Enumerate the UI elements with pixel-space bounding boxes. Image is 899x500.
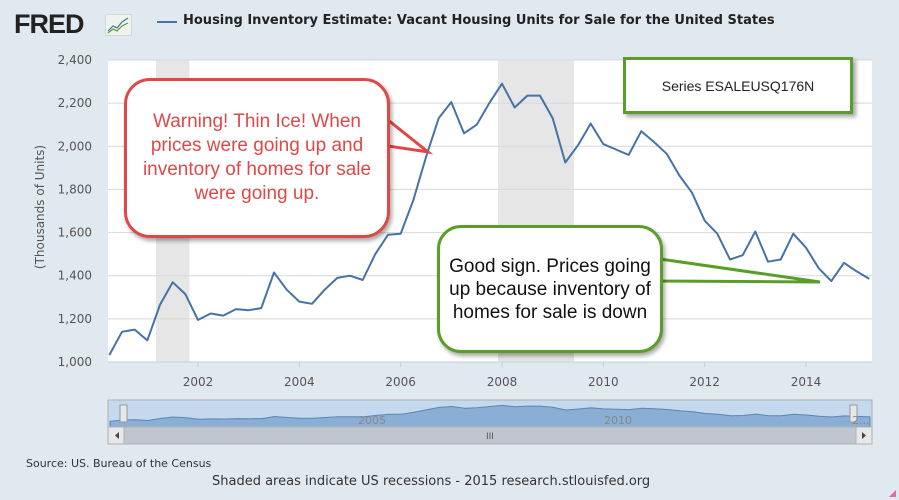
x-tick-label: 2002 (183, 375, 214, 389)
line-chart-icon (105, 14, 132, 36)
x-tick-label: 2004 (284, 375, 315, 389)
navigator-label-2005: 2005 (358, 414, 386, 427)
fred-logo[interactable]: FRED (14, 9, 84, 39)
resize-handle[interactable] (889, 490, 896, 497)
navigator-label-2010: 2010 (604, 414, 632, 427)
y-tick-label: 2,000 (58, 139, 92, 153)
legend-line-icon (157, 21, 177, 23)
y-tick-label: 2,400 (58, 53, 92, 67)
y-tick-label: 1,400 (58, 269, 92, 283)
x-tick-label: 2010 (588, 375, 619, 389)
y-tick-label: 1,800 (58, 182, 92, 196)
source-note: Source: US. Bureau of the Census (26, 457, 212, 470)
y-tick-label: 2,200 (58, 96, 92, 110)
chart-title: Housing Inventory Estimate: Vacant Housi… (183, 13, 775, 28)
series-line-ESALEUSQ176N (108, 82, 870, 356)
y-tick-label: 1,200 (58, 312, 92, 326)
scroll-right-arrow-icon (862, 432, 866, 439)
navigator-area-series (109, 404, 871, 428)
navigator[interactable] (107, 399, 873, 445)
y-tick-label: 1,600 (58, 226, 92, 240)
good-sign-callout: Good sign. Prices going up because inven… (437, 225, 663, 353)
recession-note[interactable]: Shaded areas indicate US recessions - 20… (212, 474, 651, 489)
x-tick-label: 2014 (791, 375, 822, 389)
y-tick-label: 1,000 (58, 355, 92, 369)
y-tick-labels: 1,000 1,200 1,400 1,600 1,800 2,000 2,200 2,400 (58, 53, 92, 369)
x-tick-label: 2006 (385, 375, 416, 389)
scrollbar-grip: III (486, 432, 494, 442)
series-id-label: Series ESALEUSQ176N (623, 57, 853, 114)
x-tick-labels: 2002 2004 2006 2008 2010 2012 2014 (183, 362, 822, 389)
navigator-label-2015: 2... (852, 414, 870, 427)
warning-callout: Warning! Thin Ice! When prices were goin… (124, 78, 390, 238)
x-tick-label: 2012 (689, 375, 720, 389)
navigator-left-handle (119, 404, 128, 423)
scroll-left-arrow-icon (115, 432, 119, 439)
navigator-right-handle (849, 404, 858, 423)
x-tick-label: 2008 (487, 375, 518, 389)
